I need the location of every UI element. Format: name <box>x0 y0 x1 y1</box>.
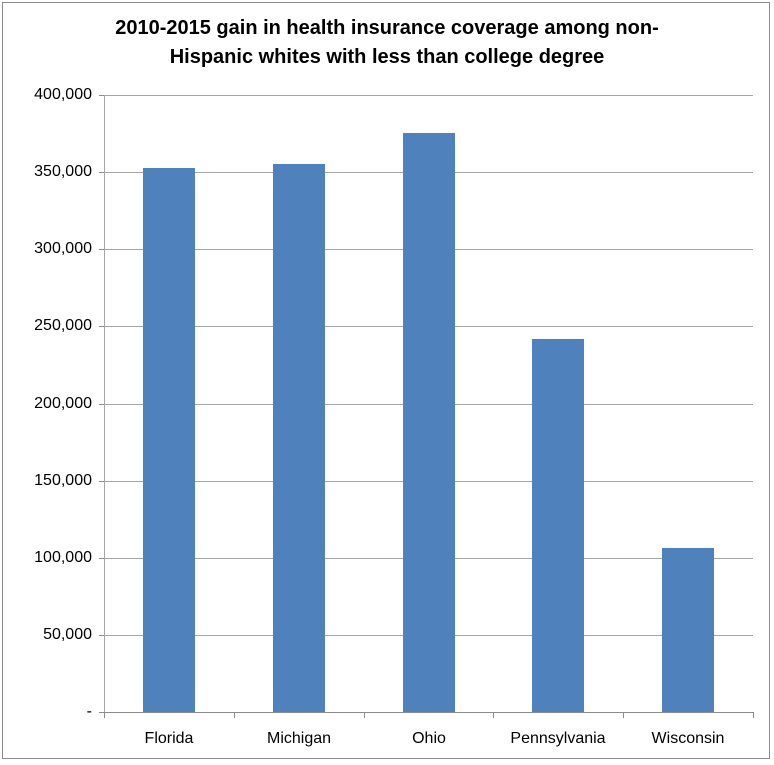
y-tick-label: 50,000 <box>43 626 92 643</box>
y-tick-label: - <box>86 703 92 720</box>
x-tick-label: Pennsylvania <box>510 730 606 747</box>
x-tick-label: Wisconsin <box>651 730 725 747</box>
chart-title: 2010-2015 gain in health insurance cover… <box>0 14 774 72</box>
bar-ohio <box>403 133 455 712</box>
gridline <box>104 95 753 96</box>
y-tick <box>99 404 104 405</box>
y-tick <box>99 95 104 96</box>
y-tick-label: 400,000 <box>34 86 92 103</box>
x-tick <box>753 712 754 718</box>
x-tick-label: Florida <box>144 730 194 747</box>
y-tick <box>99 558 104 559</box>
x-axis <box>99 712 754 713</box>
x-tick-label: Ohio <box>412 730 446 747</box>
x-tick-label: Michigan <box>266 730 332 747</box>
x-tick <box>364 712 365 718</box>
bar-michigan <box>273 164 325 712</box>
y-tick-label: 350,000 <box>34 163 92 180</box>
x-tick <box>104 712 105 718</box>
x-tick <box>493 712 494 718</box>
chart-title-line-2: Hispanic whites with less than college d… <box>169 46 605 68</box>
y-tick <box>99 326 104 327</box>
y-tick <box>99 249 104 250</box>
y-tick-label: 100,000 <box>34 549 92 566</box>
y-tick-label: 250,000 <box>34 317 92 334</box>
bar-florida <box>143 168 195 712</box>
bar-pennsylvania <box>532 339 584 712</box>
x-tick <box>234 712 235 718</box>
x-tick <box>623 712 624 718</box>
chart-title-line-1: 2010-2015 gain in health insurance cover… <box>115 17 659 39</box>
y-tick-label: 300,000 <box>34 240 92 257</box>
y-tick-label: 200,000 <box>34 395 92 412</box>
y-tick <box>99 481 104 482</box>
bar-wisconsin <box>662 548 714 712</box>
y-axis <box>104 95 105 718</box>
y-tick-label: 150,000 <box>34 472 92 489</box>
y-tick <box>99 172 104 173</box>
y-tick <box>99 635 104 636</box>
